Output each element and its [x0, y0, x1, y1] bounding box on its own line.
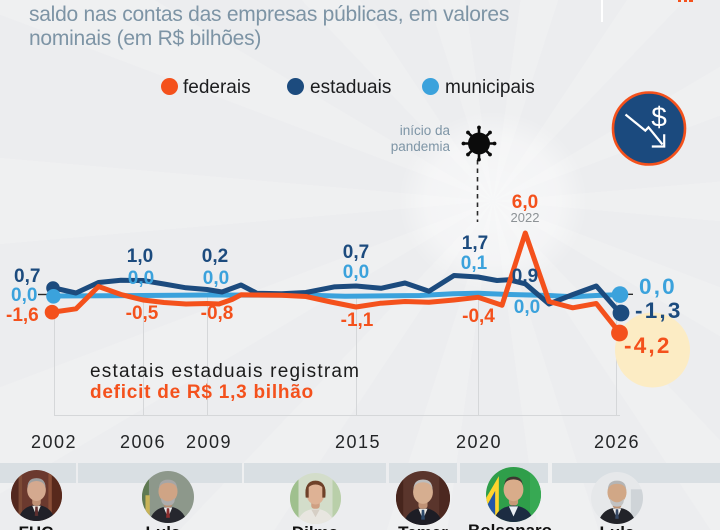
- svg-text:$: $: [651, 102, 667, 133]
